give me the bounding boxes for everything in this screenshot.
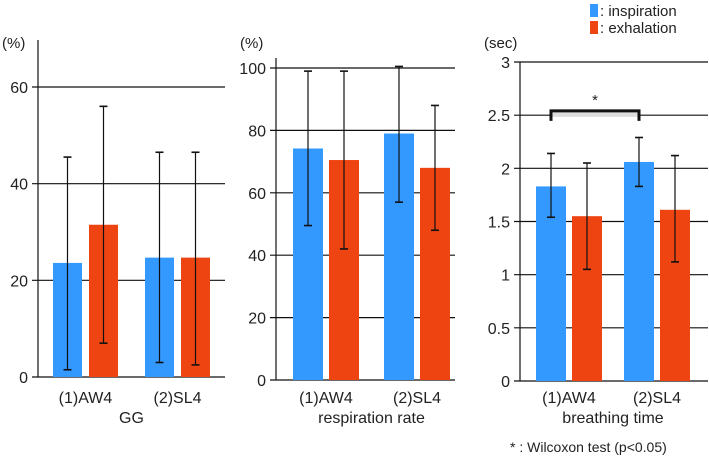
legend-label-inspiration: : inspiration [600,3,677,20]
y-tick-label: 100 [239,61,266,78]
y-tick-label: 20 [10,273,28,290]
y-axis-label: (%) [240,35,263,52]
y-tick-label: 40 [10,177,28,194]
chart-panel-3: 0 0.5 1 1.5 2 2.5 3 (sec) (1)AW4 (2)SL4 breathing … [484,35,708,427]
y-tick-label: 60 [10,80,28,97]
y-tick-label: 1 [501,268,510,285]
chart-panel-1: 0 20 40 60 (%) (1)AW4 (2)SL4 GG [2,35,225,427]
x-tick-label: (1)AW4 [59,390,113,407]
y-tick-label: 0 [19,370,28,387]
significance-label: * [592,92,598,109]
significance-shade [551,110,639,117]
y-tick-label: 2 [501,161,510,178]
footnote: * : Wilcoxon test (p<0.05) [510,439,667,455]
y-tick-label: 3 [501,55,510,72]
x-tick-label: (1)AW4 [542,390,596,407]
y-axis-label: (%) [2,35,25,52]
x-axis-label: respiration rate [318,410,425,427]
y-tick-label: 0 [257,373,266,390]
y-tick-label: 1.5 [488,215,510,232]
x-tick-label: (1)AW4 [299,390,353,407]
bar-inspiration [536,186,566,381]
y-tick-label: 2.5 [488,108,510,125]
y-tick-label: 80 [248,123,266,140]
y-tick-label: 40 [248,248,266,265]
y-tick-label: 0 [501,374,510,391]
x-tick-label: (2)SL4 [153,390,201,407]
bar-inspiration [624,161,654,381]
x-axis-label: GG [119,410,144,427]
x-tick-label: (2)SL4 [633,390,681,407]
y-tick-label: 20 [248,311,266,328]
x-axis-label: breathing time [562,410,663,427]
y-tick-label: 60 [248,186,266,203]
legend-swatch-inspiration [590,4,598,17]
significance-bracket [549,109,641,121]
legend-label-exhalation: : exhalation [600,20,677,37]
y-tick-label: 0.5 [488,321,510,338]
chart-panel-2: 0 20 40 60 80 100 (%) (1)AW4 (2)SL4 respiration r… [239,35,455,427]
legend-swatch-exhalation [590,21,598,34]
legend: : inspiration : exhalation [590,3,677,37]
x-tick-label: (2)SL4 [393,390,441,407]
y-axis-label: (sec) [484,35,517,52]
